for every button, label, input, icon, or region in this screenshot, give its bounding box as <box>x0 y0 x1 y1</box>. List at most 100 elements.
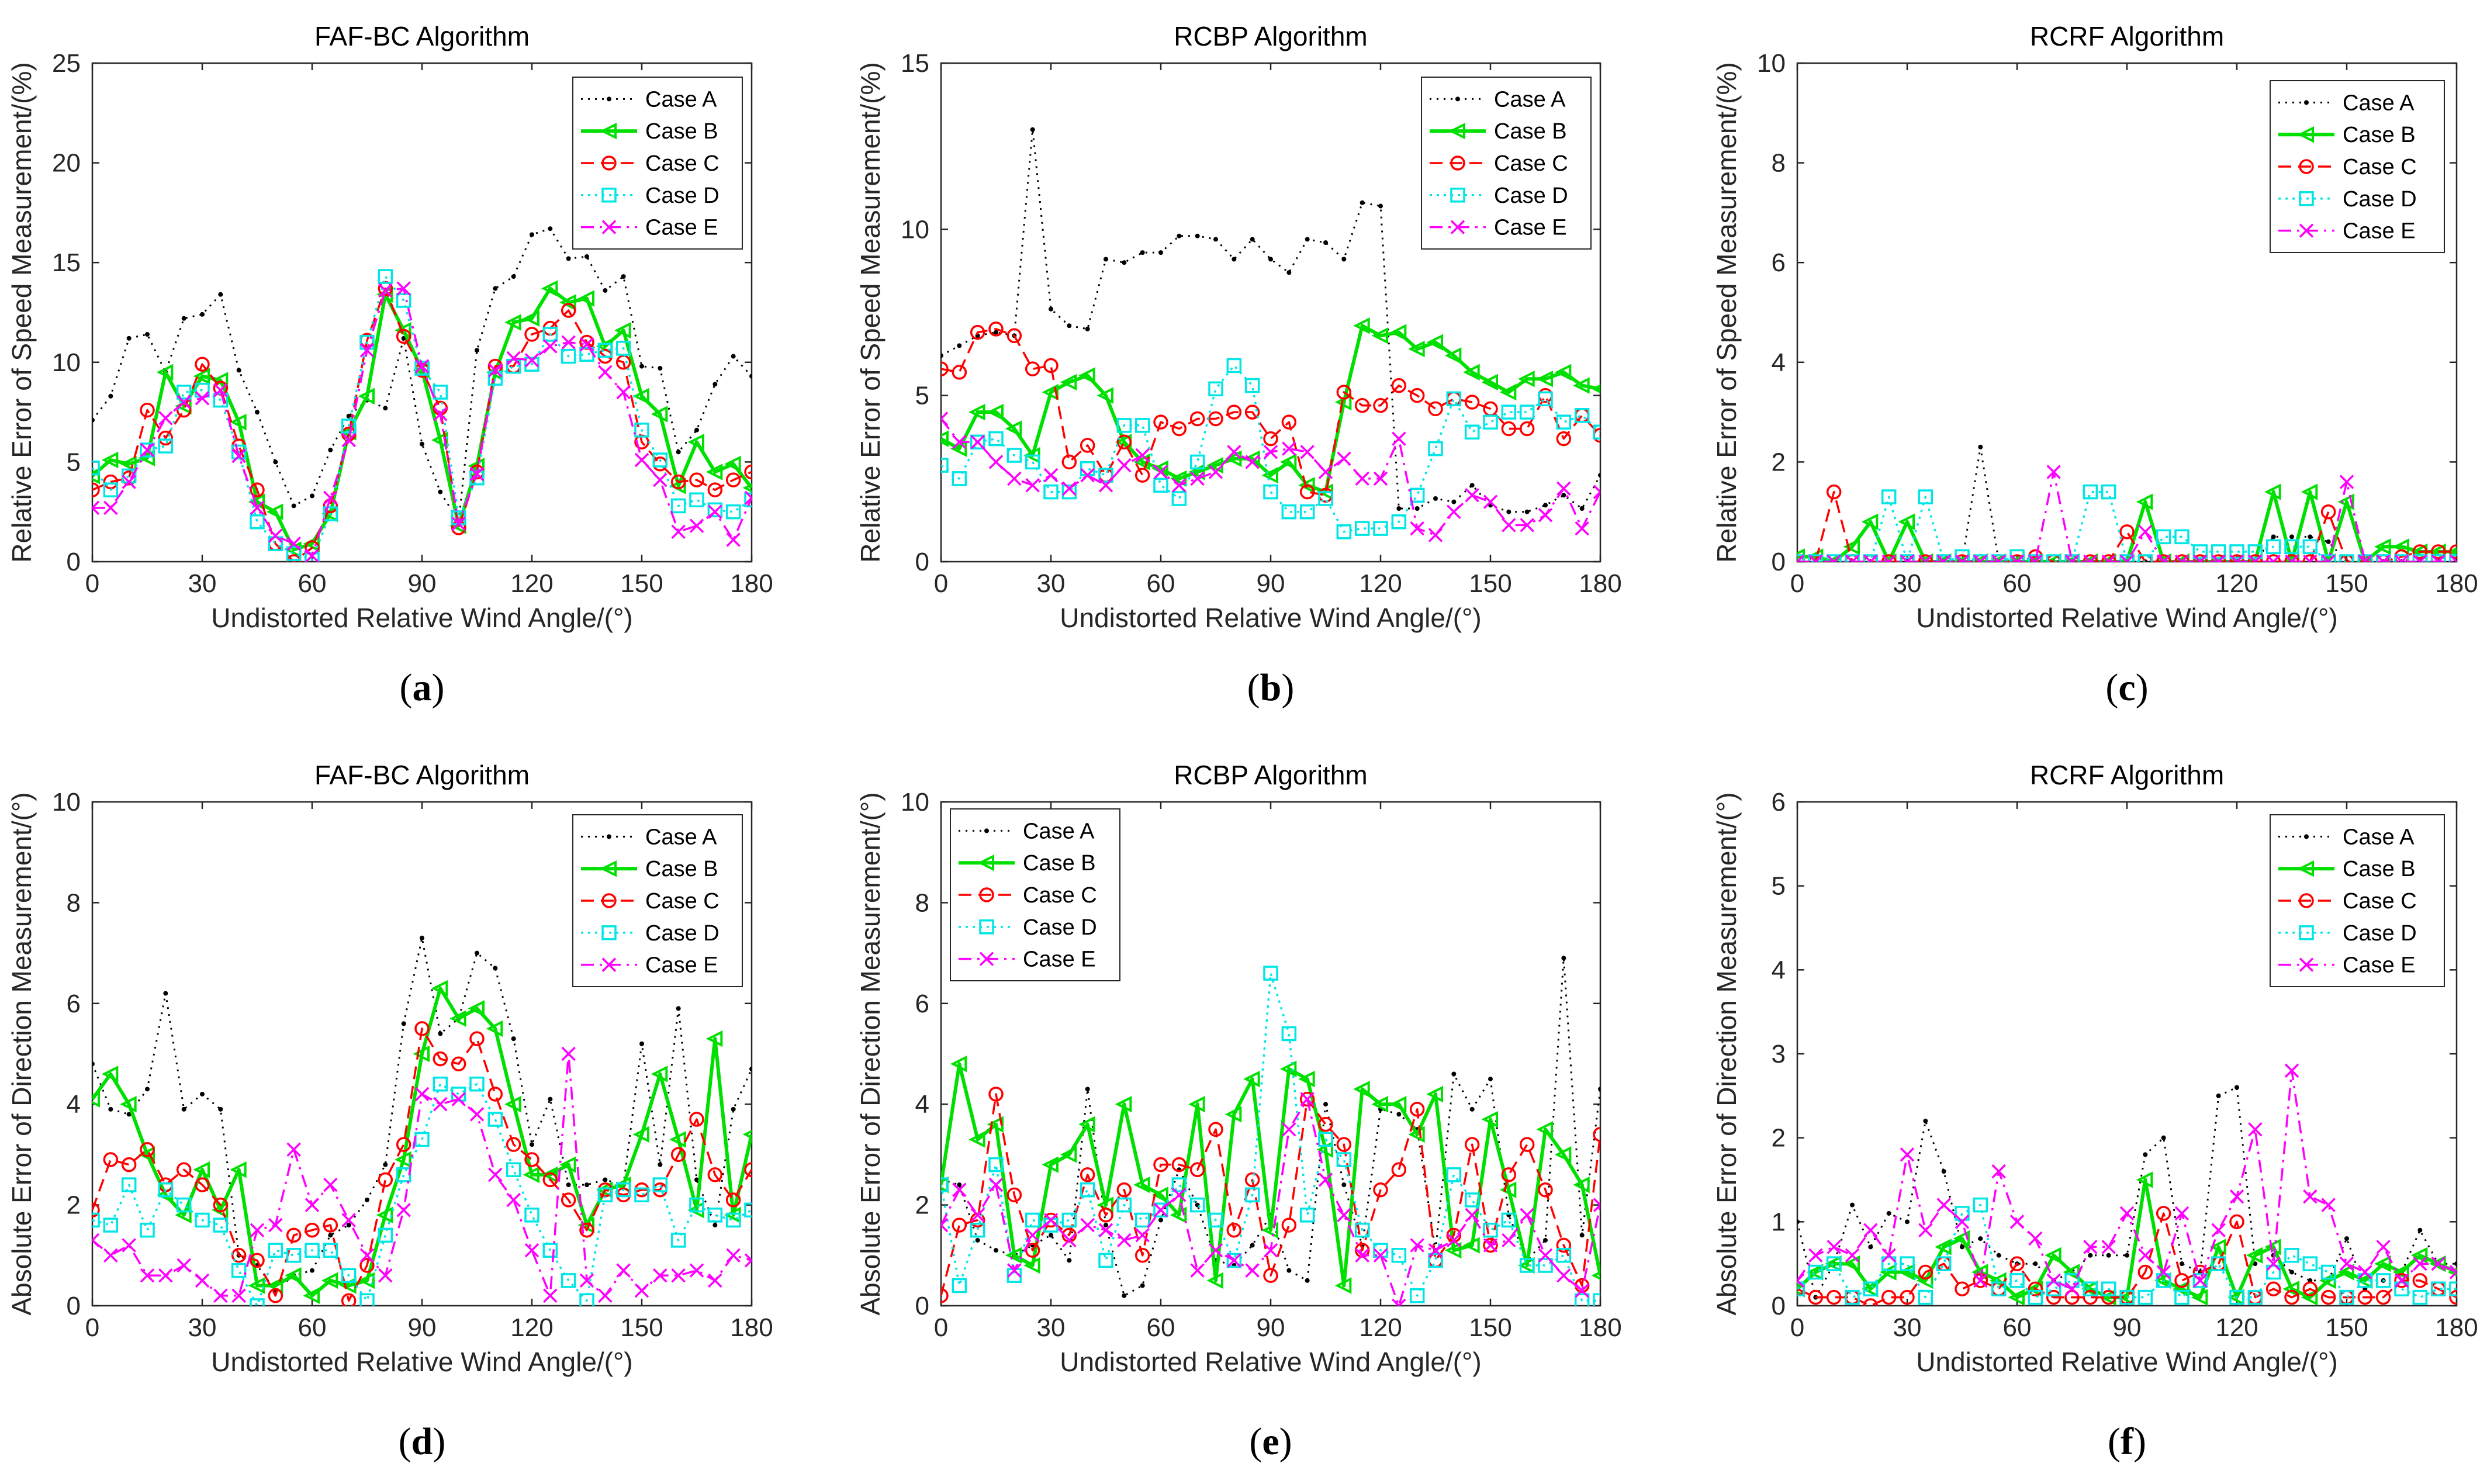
data-point-case-e <box>579 1273 594 1288</box>
data-point-case-b <box>1971 553 1988 562</box>
data-point-case-a <box>1561 956 1566 961</box>
data-point-case-a <box>328 1233 333 1238</box>
data-point-case-b <box>2246 1247 2263 1264</box>
data-point-case-c <box>1153 414 1168 430</box>
y-tick-label: 15 <box>52 248 81 277</box>
data-point-case-e <box>433 1096 448 1112</box>
data-point-case-c <box>2320 504 2336 520</box>
x-tick-label: 60 <box>1147 1313 1175 1342</box>
data-point-case-e <box>2083 554 2098 562</box>
data-point-case-d <box>2119 1289 2135 1305</box>
data-point-case-c <box>1336 1137 1352 1152</box>
data-point-case-b <box>632 388 649 405</box>
data-point-case-d <box>103 1217 119 1233</box>
data-point-case-a <box>200 1091 205 1096</box>
data-point-case-c <box>2229 1214 2244 1230</box>
data-point-case-c <box>725 1192 741 1208</box>
data-point-case-c <box>1881 1289 1897 1305</box>
legend-marker-case-b <box>600 860 617 877</box>
data-point-case-d <box>2101 484 2116 500</box>
data-point-case-d <box>952 471 967 486</box>
data-point-case-c <box>1134 468 1150 483</box>
data-point-case-c <box>396 1137 411 1152</box>
data-point-case-d <box>2101 1281 2116 1297</box>
data-point-case-a <box>639 1041 644 1046</box>
data-point-case-c <box>941 1288 949 1303</box>
x-tick-label: 0 <box>85 569 99 598</box>
data-point-case-d <box>1808 1264 1824 1280</box>
data-point-case-d <box>1098 468 1113 483</box>
data-point-case-a <box>145 332 150 337</box>
data-point-case-d <box>1189 1197 1205 1213</box>
data-point-case-a <box>1598 473 1600 478</box>
data-point-case-c <box>158 430 174 446</box>
x-tick-label: 180 <box>730 569 773 598</box>
data-point-case-a <box>181 1106 186 1112</box>
data-point-case-a <box>957 1182 962 1188</box>
series-layer <box>1797 444 2457 562</box>
data-point-case-b <box>1463 1237 1480 1254</box>
data-point-case-c <box>2247 554 2263 562</box>
data-point-case-e <box>1098 478 1113 493</box>
data-point-case-b <box>1261 1222 1278 1239</box>
data-point-case-b <box>1042 383 1059 401</box>
data-point-case-b <box>358 388 375 405</box>
data-point-case-c <box>1281 1217 1297 1233</box>
data-point-case-c <box>323 1217 338 1233</box>
data-point-case-e <box>92 1233 100 1248</box>
data-point-case-b <box>1481 1111 1498 1128</box>
data-point-case-a <box>2161 1135 2166 1140</box>
data-point-case-a <box>1488 1077 1493 1082</box>
data-point-case-e <box>451 516 466 531</box>
data-point-case-c <box>970 324 985 340</box>
data-point-case-a <box>1140 250 1145 255</box>
data-point-case-c <box>1483 1237 1498 1253</box>
data-point-case-c <box>1354 397 1370 413</box>
legend-label-case-b: Case B <box>645 119 718 144</box>
data-point-case-e <box>1881 1248 1896 1263</box>
data-point-case-e <box>2138 1248 2153 1263</box>
data-point-case-d <box>1428 1253 1443 1268</box>
data-point-case-e <box>524 1243 539 1258</box>
data-point-case-a <box>1543 503 1548 508</box>
data-point-case-d <box>2137 554 2153 562</box>
data-point-case-b <box>1536 370 1553 388</box>
legend: Case A Case B Case C Case D Case E <box>572 814 743 987</box>
data-point-case-b <box>950 440 967 457</box>
data-point-case-c <box>2284 554 2299 562</box>
data-point-case-d <box>524 357 539 372</box>
data-point-case-e <box>1538 508 1553 523</box>
data-point-case-d <box>2375 554 2391 562</box>
data-point-case-b <box>413 1045 430 1063</box>
x-tick-label: 30 <box>188 569 217 598</box>
data-point-case-e <box>708 504 722 519</box>
data-point-case-b <box>1005 1247 1022 1264</box>
data-point-case-b <box>1133 454 1150 471</box>
data-point-case-d <box>561 348 576 364</box>
data-point-case-b <box>1518 370 1535 388</box>
y-axis-label: Relative Error of Speed Measurement/(%) <box>6 62 37 562</box>
data-point-case-a <box>92 417 95 423</box>
data-point-case-e <box>1245 1263 1260 1278</box>
data-point-case-e <box>1447 504 1461 519</box>
data-point-case-d <box>103 482 119 497</box>
data-point-case-d <box>2229 1289 2244 1305</box>
data-point-case-c <box>1409 388 1425 403</box>
data-point-case-b <box>101 1066 119 1082</box>
data-point-case-b <box>2337 1264 2354 1281</box>
x-tick-label: 60 <box>298 569 327 598</box>
data-point-case-e <box>1827 1240 1841 1254</box>
data-point-case-c <box>506 1137 521 1152</box>
x-tick-label: 150 <box>1469 569 1511 598</box>
data-point-case-d <box>941 1177 949 1192</box>
data-point-case-e <box>616 1263 631 1278</box>
data-point-case-a <box>676 1006 681 1011</box>
legend-marker-case-b <box>2297 860 2314 877</box>
y-tick-label: 8 <box>67 888 81 917</box>
y-tick-label: 10 <box>901 215 929 244</box>
data-point-case-d <box>378 269 393 284</box>
data-point-case-d <box>250 1298 265 1306</box>
legend-marker-case-c <box>979 887 994 902</box>
data-point-case-c <box>121 1157 137 1172</box>
data-point-case-c <box>2449 544 2457 559</box>
